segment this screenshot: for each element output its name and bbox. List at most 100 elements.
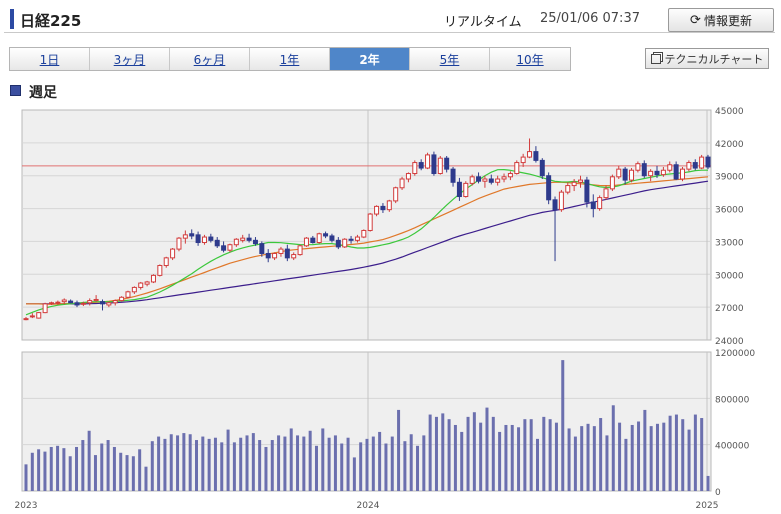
volume-bar (277, 435, 281, 491)
price-axis-tick-label: 42000 (715, 140, 744, 150)
candle-body (437, 157, 443, 175)
volume-bar (378, 431, 382, 491)
candle-body (61, 299, 67, 303)
tab-1-day[interactable]: 1日 (10, 48, 90, 70)
candle-body (609, 176, 615, 190)
volume-bar (138, 449, 142, 491)
volume-bar (131, 456, 135, 491)
candle-body (278, 248, 284, 254)
candle-body (482, 178, 488, 182)
candle-body (571, 181, 577, 187)
volume-bar (479, 422, 483, 491)
volume-bar (112, 446, 116, 491)
volume-bar (693, 414, 697, 491)
volume-bar (289, 428, 293, 491)
volume-bar (195, 440, 198, 491)
candle-body (310, 237, 316, 244)
volume-bar (327, 437, 331, 491)
price-axis-tick-label: 30000 (715, 271, 744, 281)
volume-bar (586, 423, 590, 491)
candle-body (539, 159, 545, 177)
tab-3-months[interactable]: 3ヶ月 (90, 48, 170, 70)
technical-chart-button[interactable]: テクニカルチャート (645, 48, 769, 69)
volume-bar (232, 442, 236, 491)
volume-bar (56, 445, 60, 491)
volume-bar (245, 435, 249, 491)
period-tabs: 1日 3ヶ月 6ヶ月 1年 2年 5年 10年 (9, 47, 571, 71)
candle-body (182, 234, 188, 239)
volume-bar (100, 443, 104, 491)
square-icon (10, 85, 21, 96)
volume-bar (119, 452, 123, 491)
candle-body (495, 178, 501, 183)
tab-2-years[interactable]: 2年 (330, 48, 410, 70)
volume-bar (554, 422, 558, 491)
candle-body (87, 300, 93, 304)
candle-body (361, 229, 367, 238)
volume-bar (62, 448, 66, 491)
candle-body (189, 233, 195, 237)
candle-body (558, 191, 564, 211)
volume-bar (302, 436, 306, 491)
candle-body (673, 164, 679, 180)
candle-body (265, 252, 271, 259)
volume-bar (706, 475, 710, 491)
tab-10-years[interactable]: 10年 (490, 48, 570, 70)
candle-body (221, 245, 227, 251)
candle-body (667, 164, 673, 171)
candle-body (297, 245, 303, 256)
volume-bar (226, 429, 230, 491)
volume-bar (637, 421, 641, 491)
candle-body (680, 168, 686, 180)
volume-bar (49, 446, 53, 491)
page-title: 日経225 (20, 12, 82, 30)
volume-bar (548, 419, 552, 491)
candle-body (405, 173, 411, 180)
price-axis-tick-label: 36000 (715, 206, 744, 216)
candle-body (501, 176, 507, 180)
volume-bar (428, 414, 432, 491)
volume-bar (365, 438, 369, 491)
candle-body (590, 201, 596, 210)
volume-bar (447, 419, 451, 491)
volume-bar (580, 426, 584, 491)
price-axis-tick-label: 39000 (715, 173, 744, 183)
candle-body (68, 300, 74, 304)
volume-bar (390, 436, 394, 491)
candle-body (654, 170, 660, 176)
candle-body (29, 315, 35, 318)
candle-body (699, 156, 705, 169)
candle-body (150, 274, 156, 283)
refresh-button[interactable]: ⟳ 情報更新 (668, 8, 774, 32)
volume-bar (283, 436, 287, 491)
candle-body (705, 156, 711, 168)
volume-bar (188, 434, 192, 491)
candle-body (93, 298, 99, 302)
candle-body (533, 151, 539, 161)
tab-1-year[interactable]: 1年 (250, 48, 330, 70)
volume-bar (643, 409, 647, 491)
candle-body (507, 173, 513, 178)
tab-5-years[interactable]: 5年 (410, 48, 490, 70)
candle-body (444, 157, 450, 170)
window-icon (650, 53, 661, 64)
volume-bar (687, 429, 691, 491)
candle-body (425, 154, 431, 169)
candle-body (546, 175, 552, 201)
candle-body (291, 254, 297, 259)
candle-body (259, 243, 265, 254)
volume-bar (681, 419, 685, 491)
volume-bar (296, 435, 300, 491)
volume-axis-tick-label: 400000 (715, 442, 750, 452)
candle-body (284, 248, 290, 259)
volume-bar (441, 413, 445, 491)
volume-axis-tick-label: 0 (715, 488, 721, 498)
volume-bar (618, 422, 622, 491)
candle-body (208, 236, 214, 241)
volume-bar (220, 442, 224, 491)
candle-body (74, 302, 80, 306)
volume-bar (422, 435, 426, 491)
volume-bar (605, 435, 609, 491)
tab-6-months[interactable]: 6ヶ月 (170, 48, 250, 70)
